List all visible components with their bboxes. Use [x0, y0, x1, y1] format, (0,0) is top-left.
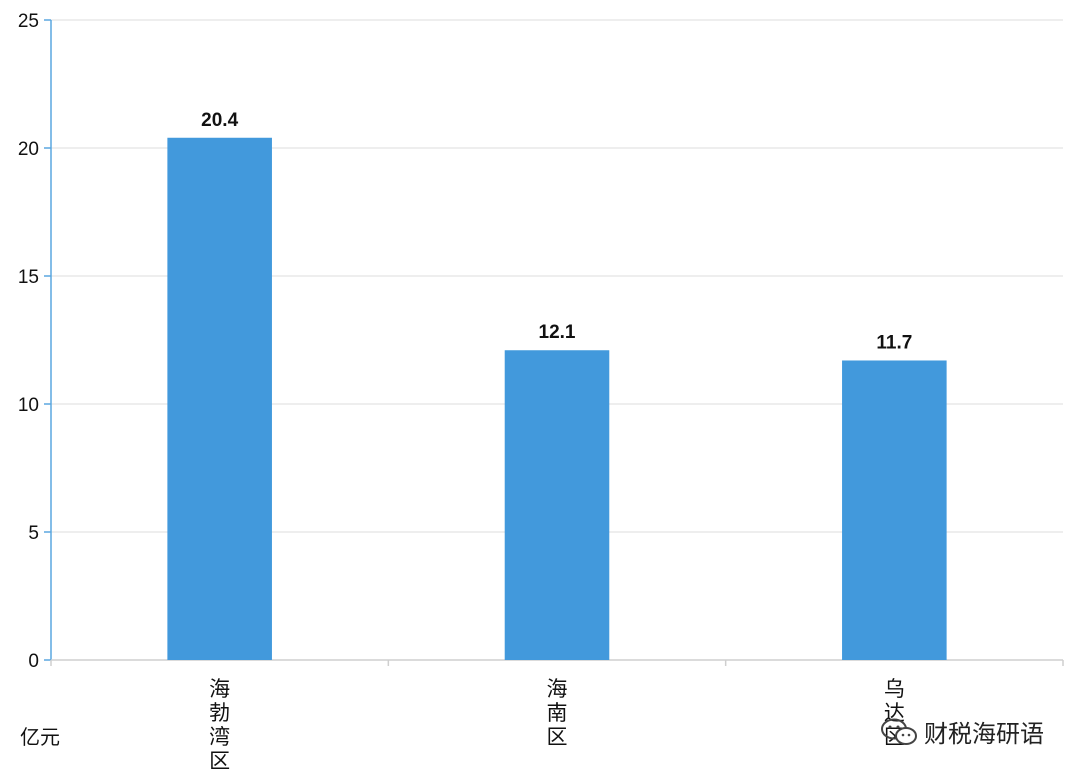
bar-0	[167, 137, 272, 660]
y-tick-label-3: 15	[18, 267, 39, 288]
y-tick-label-1: 5	[28, 523, 39, 544]
bar-2	[842, 360, 947, 660]
y-tick-labels: 0 5 10 15 20 25	[18, 11, 39, 672]
watermark: 财税海研语	[880, 714, 1044, 749]
bars	[167, 137, 947, 660]
data-label-1: 12.1	[539, 322, 576, 343]
y-tick-label-4: 20	[18, 139, 39, 160]
data-labels: 20.4 12.1 11.7	[201, 110, 912, 354]
y-tick-label-2: 10	[18, 395, 39, 416]
category-label-1: 海南区	[547, 677, 568, 749]
data-label-2: 11.7	[876, 332, 912, 353]
bar-1	[504, 350, 610, 660]
y-tick-label-5: 25	[18, 11, 39, 32]
wechat-icon	[881, 718, 917, 745]
category-label-0: 海勃湾区	[209, 677, 230, 773]
data-label-0: 20.4	[201, 110, 238, 131]
y-axis-unit-label: 亿元	[20, 725, 60, 749]
y-tick-label-0: 0	[28, 651, 39, 672]
watermark-text: 财税海研语	[924, 720, 1044, 748]
